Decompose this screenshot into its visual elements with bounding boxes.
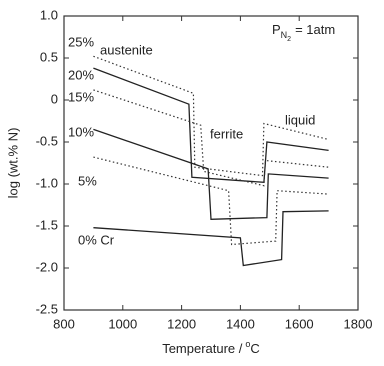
y-tick-label: -1.0 <box>36 175 58 190</box>
series-line <box>93 67 329 183</box>
y-tick-label: -0.5 <box>36 133 58 148</box>
y-tick-label: 0 <box>51 91 58 106</box>
x-label-text: Temperature / <box>162 341 243 356</box>
phase-label: austenite <box>100 42 153 57</box>
x-label-unit: C <box>250 341 259 356</box>
x-tick-label: 1800 <box>344 316 373 331</box>
y-tick-label: -2.0 <box>36 259 58 274</box>
series-label: 20% <box>68 67 94 82</box>
plot-frame <box>63 15 359 311</box>
series-label: 15% <box>68 89 94 104</box>
phase-label: liquid <box>285 112 315 127</box>
y-axis-label: log (wt.% N) <box>5 128 20 199</box>
series-label: 5% <box>78 173 97 188</box>
series-line <box>93 128 329 220</box>
series-line <box>93 156 329 246</box>
x-tick-label: 1000 <box>108 316 137 331</box>
x-tick-label: 1600 <box>285 316 314 331</box>
p-symbol: P <box>272 22 281 37</box>
x-tick-label: 800 <box>53 316 75 331</box>
phase-label: ferrite <box>210 126 243 141</box>
series-label: 0% Cr <box>78 232 115 247</box>
y-tick-label: 0.5 <box>40 49 58 64</box>
y-tick-label: -1.5 <box>36 217 58 232</box>
series-line <box>93 89 329 187</box>
series-line <box>93 210 329 267</box>
pressure-label: PN2 = 1atm <box>272 22 335 42</box>
p-rest: = 1atm <box>295 22 335 37</box>
x-tick-label: 1400 <box>226 316 255 331</box>
y-tick-label: -2.5 <box>36 301 58 316</box>
p-subsub: 2 <box>287 36 291 43</box>
p-sub: N <box>281 30 288 40</box>
series-label: 10% <box>68 124 94 139</box>
x-axis-label: Temperature / oC <box>162 339 260 356</box>
x-tick-label: 1200 <box>167 316 196 331</box>
series-line <box>93 55 329 177</box>
series-label: 25% <box>68 34 94 49</box>
x-label-sup: o <box>245 339 250 349</box>
y-tick-label: 1.0 <box>40 7 58 22</box>
